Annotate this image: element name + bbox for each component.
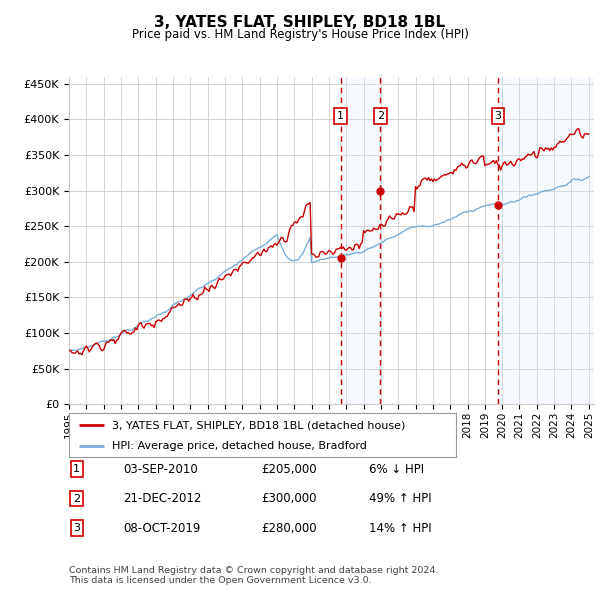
Text: 2: 2 — [377, 111, 384, 121]
Text: 2: 2 — [73, 494, 80, 503]
Text: HPI: Average price, detached house, Bradford: HPI: Average price, detached house, Brad… — [112, 441, 367, 451]
Point — [493, 200, 503, 209]
Text: 14% ↑ HPI: 14% ↑ HPI — [369, 522, 431, 535]
Text: 03-SEP-2010: 03-SEP-2010 — [123, 463, 198, 476]
Bar — [498, 77, 594, 404]
Text: 6% ↓ HPI: 6% ↓ HPI — [369, 463, 424, 476]
Text: 3: 3 — [494, 111, 502, 121]
Text: 08-OCT-2019: 08-OCT-2019 — [123, 522, 200, 535]
Text: 1: 1 — [337, 111, 344, 121]
Text: 21-DEC-2012: 21-DEC-2012 — [123, 492, 202, 505]
Text: Contains HM Land Registry data © Crown copyright and database right 2024.
This d: Contains HM Land Registry data © Crown c… — [69, 566, 439, 585]
Text: £280,000: £280,000 — [261, 522, 317, 535]
Text: 3: 3 — [73, 523, 80, 533]
Text: 1: 1 — [73, 464, 80, 474]
Point — [376, 186, 385, 195]
Text: Price paid vs. HM Land Registry's House Price Index (HPI): Price paid vs. HM Land Registry's House … — [131, 28, 469, 41]
Text: £205,000: £205,000 — [261, 463, 317, 476]
Text: 3, YATES FLAT, SHIPLEY, BD18 1BL: 3, YATES FLAT, SHIPLEY, BD18 1BL — [154, 15, 446, 30]
Bar — [341, 77, 380, 404]
Text: 49% ↑ HPI: 49% ↑ HPI — [369, 492, 431, 505]
Text: 3, YATES FLAT, SHIPLEY, BD18 1BL (detached house): 3, YATES FLAT, SHIPLEY, BD18 1BL (detach… — [112, 421, 405, 430]
Text: £300,000: £300,000 — [261, 492, 317, 505]
Point — [336, 254, 346, 263]
